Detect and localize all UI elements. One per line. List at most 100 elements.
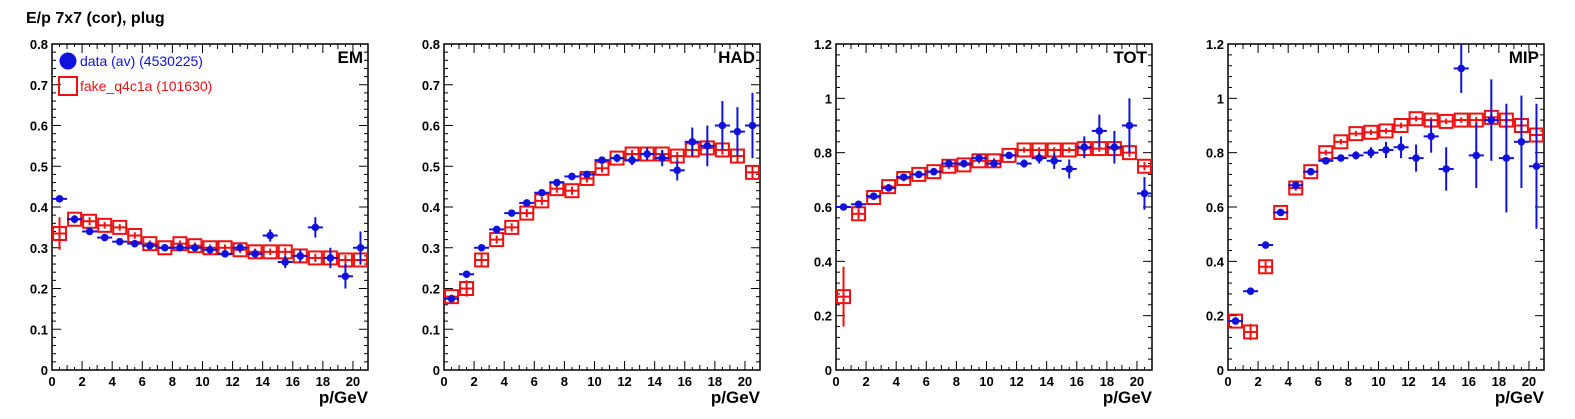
mc-marker: [187, 238, 203, 254]
x-axis-title: p/GeV: [1103, 388, 1153, 407]
x-tick-label: 20: [346, 374, 360, 389]
data-point: [97, 233, 113, 242]
data-marker: [975, 154, 983, 162]
mc-marker: [1016, 142, 1032, 158]
data-marker: [733, 127, 742, 136]
data-point: [1243, 287, 1259, 296]
data-point: [1453, 44, 1469, 93]
x-tick-label: 20: [738, 374, 752, 389]
y-tick-label: 0.6: [422, 119, 440, 134]
data-marker: [311, 223, 320, 232]
panel-had: 0 2 4 6 8 10 12 14 16 18 20 0 0.1 0.2 0.3 0.4 0.5 0.6 0.7 0…: [422, 37, 761, 407]
data-marker: [914, 170, 923, 179]
y-tick-label: 0.2: [422, 282, 440, 297]
data-marker: [70, 215, 79, 224]
data-point: [1513, 95, 1529, 188]
data-point: [172, 243, 188, 252]
y-tick-label: 0.4: [814, 254, 833, 269]
y-tick-label: 0.1: [30, 322, 48, 337]
x-tick-label: 6: [1315, 374, 1322, 389]
data-marker: [85, 227, 94, 236]
y-tick-label: 0.8: [30, 37, 48, 52]
y-tick-label: 0: [1217, 363, 1224, 378]
data-marker: [643, 150, 651, 158]
data-marker: [266, 231, 274, 240]
mc-point: [489, 232, 505, 248]
mc-marker: [232, 242, 248, 258]
mc-point: [836, 266, 852, 327]
data-point: [1378, 141, 1394, 159]
data-marker: [899, 173, 908, 181]
panel-label: EM: [338, 48, 364, 67]
data-marker: [1095, 127, 1104, 135]
data-marker: [1487, 116, 1496, 124]
data-point: [714, 101, 730, 150]
x-tick-label: 20: [1130, 374, 1144, 389]
x-tick-label: 10: [587, 374, 601, 389]
x-tick-label: 2: [862, 374, 869, 389]
data-marker: [492, 225, 501, 234]
x-axis-title: p/GeV: [711, 388, 761, 407]
y-tick-label: 0.4: [1206, 254, 1225, 269]
data-point: [549, 178, 565, 187]
x-tick-label: 2: [1254, 374, 1261, 389]
mc-point: [1438, 113, 1454, 129]
data-point: [1393, 136, 1409, 159]
y-tick-label: 0.4: [30, 200, 49, 215]
data-marker: [1035, 154, 1043, 162]
data-marker: [115, 237, 124, 246]
data-point: [504, 209, 520, 217]
data-marker: [55, 195, 64, 203]
y-tick-label: 0.5: [30, 159, 48, 174]
x-tick-label: 12: [225, 374, 239, 389]
legend: data (av) (4530225) fake_q4c1a (101630): [58, 52, 212, 96]
x-tick-label: 8: [953, 374, 960, 389]
data-point: [1031, 152, 1047, 164]
data-marker: [281, 258, 290, 266]
x-tick-label: 6: [923, 374, 930, 389]
data-point: [1121, 98, 1137, 153]
data-point: [956, 159, 972, 168]
data-point: [112, 237, 128, 246]
data-marker: [341, 272, 350, 281]
data-point: [896, 173, 912, 181]
data-point: [82, 227, 98, 236]
data-marker: [613, 154, 621, 162]
data-point: [881, 184, 897, 192]
data-point: [352, 231, 368, 265]
data-point: [337, 264, 353, 289]
x-tick-label: 16: [678, 374, 692, 389]
data-point: [474, 243, 490, 252]
data-marker: [447, 294, 456, 303]
y-tick-label: 0.3: [422, 241, 440, 256]
data-marker: [1080, 143, 1089, 152]
data-point: [1076, 136, 1092, 159]
x-tick-label: 14: [255, 374, 270, 389]
data-marker: [1125, 121, 1134, 130]
data-point: [654, 149, 670, 167]
data-point: [684, 127, 700, 157]
data-point: [1136, 177, 1152, 210]
data-marker: [507, 209, 516, 217]
mc-marker: [504, 219, 520, 235]
data-marker: [130, 239, 139, 248]
data-marker: [839, 203, 848, 211]
x-tick-label: 16: [1070, 374, 1084, 389]
y-tick-label: 0.5: [422, 159, 440, 174]
mc-marker: [142, 236, 158, 252]
data-marker: [1502, 154, 1511, 162]
mc-point: [97, 217, 113, 233]
data-point: [534, 188, 550, 197]
x-tick-label: 12: [617, 374, 631, 389]
data-point: [1046, 152, 1062, 169]
mc-marker: [1333, 134, 1349, 150]
data-point: [699, 125, 715, 167]
data-point: [157, 243, 173, 252]
data-marker: [1532, 162, 1541, 171]
mc-marker: [52, 225, 68, 241]
data-marker: [176, 243, 184, 252]
data-marker: [1050, 157, 1058, 165]
data-point: [459, 270, 475, 279]
data-point: [609, 154, 625, 163]
data-marker: [945, 159, 953, 168]
